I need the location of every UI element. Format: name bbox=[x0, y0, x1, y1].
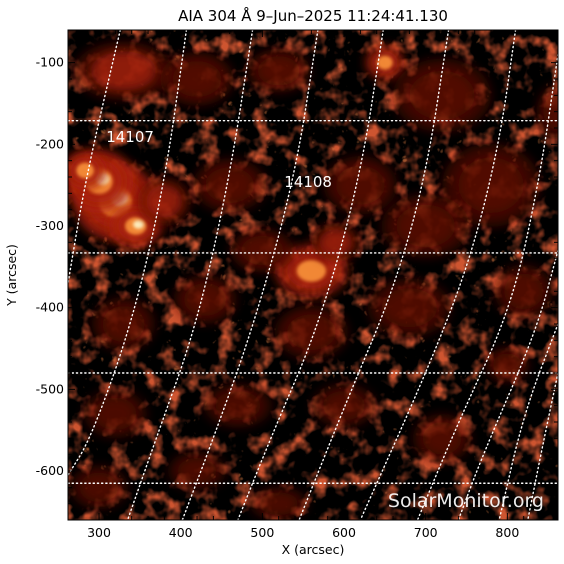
axis-ticks: 300 400 500 600 700 800 -100 -200 -300 -400 -500 -6… bbox=[36, 30, 558, 540]
x-tick-label: 400 bbox=[169, 525, 193, 540]
emission-patch-core bbox=[319, 229, 353, 256]
emission-patch-core bbox=[205, 167, 255, 204]
emission-patch-core bbox=[458, 157, 524, 213]
active-region-label: 14108 bbox=[284, 173, 332, 191]
emission-patch-core bbox=[335, 165, 385, 205]
emission-patch-core bbox=[215, 390, 261, 421]
x-tick-label: 700 bbox=[414, 525, 438, 540]
bright-emission bbox=[377, 55, 393, 70]
active-region-labels: 14107 14108 bbox=[106, 128, 332, 191]
grid-meridian bbox=[181, 30, 319, 520]
emission-patch-core bbox=[79, 472, 119, 503]
y-tick-label: -600 bbox=[36, 463, 64, 478]
emission-patch-core bbox=[183, 283, 227, 316]
active-region-label: 14107 bbox=[106, 128, 154, 146]
heliographic-grid bbox=[68, 30, 558, 520]
y-tick-label: -200 bbox=[36, 136, 64, 151]
emission-patch-core bbox=[102, 306, 145, 342]
emission-patch-core bbox=[422, 422, 462, 455]
y-tick-label: -500 bbox=[36, 381, 64, 396]
emission-patch-core bbox=[396, 204, 456, 248]
y-tick-label: -100 bbox=[36, 55, 64, 70]
x-tick-label: 800 bbox=[495, 525, 519, 540]
emission-patch-core bbox=[492, 353, 523, 377]
grid-meridian bbox=[498, 323, 558, 520]
grid-meridian bbox=[457, 249, 558, 520]
plot-area bbox=[68, 30, 558, 520]
x-axis-label: X (arcsec) bbox=[282, 542, 345, 557]
brightest-emission bbox=[133, 220, 144, 229]
emission-patch-core bbox=[172, 61, 222, 97]
grid-meridian bbox=[359, 30, 517, 520]
y-tick-label: -300 bbox=[36, 218, 64, 233]
emission-patch-core bbox=[257, 56, 300, 86]
grid-meridian bbox=[416, 53, 558, 520]
emission-patch-core bbox=[381, 288, 438, 328]
emission-patch-core bbox=[90, 51, 157, 91]
grid-meridian bbox=[68, 30, 121, 284]
emission-patch-core bbox=[94, 397, 137, 431]
x-tick-label: 600 bbox=[332, 525, 356, 540]
bright-emission bbox=[76, 162, 94, 179]
emission-patch-core bbox=[322, 390, 366, 421]
grid-meridian bbox=[527, 372, 558, 520]
watermark: SolarMonitor.org bbox=[388, 490, 544, 512]
emission-patch-core bbox=[409, 70, 475, 120]
grid-meridian bbox=[237, 30, 384, 520]
y-tick-label: -400 bbox=[36, 300, 64, 315]
grid-meridian bbox=[68, 30, 188, 476]
image-title: AIA 304 Å 9–Jun–2025 11:24:41.130 bbox=[178, 6, 448, 25]
emission-patch-core bbox=[504, 273, 544, 310]
x-tick-label: 500 bbox=[250, 525, 274, 540]
emission-patch-core bbox=[177, 457, 217, 485]
emission-patch-core bbox=[146, 185, 183, 218]
x-tick-label: 300 bbox=[87, 525, 111, 540]
emission-patch-core bbox=[259, 492, 299, 516]
emission-patch-core bbox=[286, 314, 336, 351]
grid-meridian bbox=[126, 30, 254, 520]
y-axis-label: Y (arcsec) bbox=[4, 244, 19, 307]
bright-emission bbox=[296, 260, 327, 282]
